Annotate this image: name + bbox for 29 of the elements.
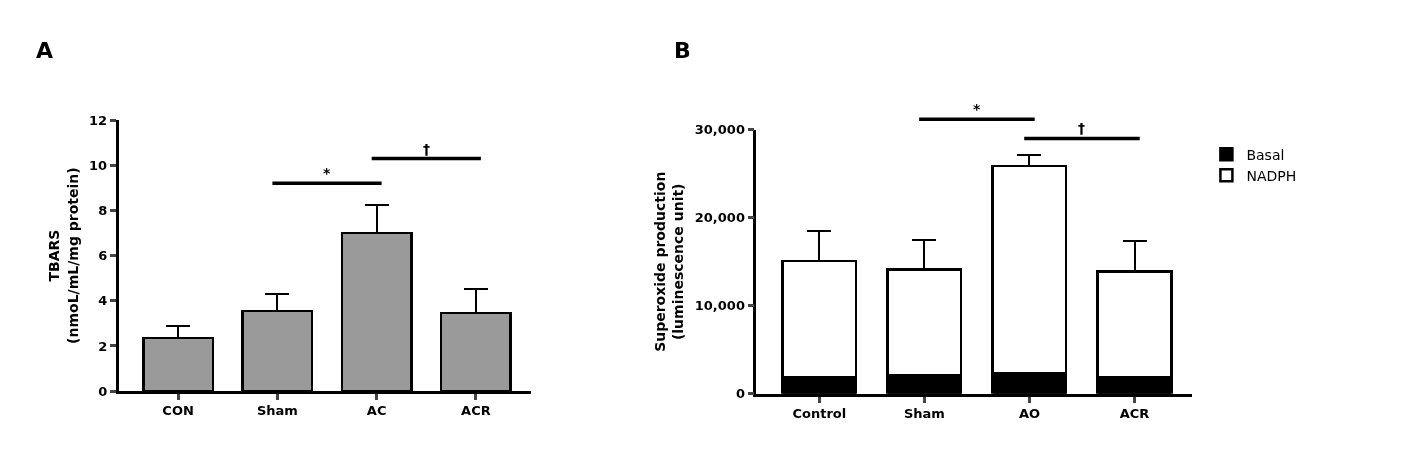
y-tick-label: 10,000: [694, 298, 745, 314]
chart-title: A: [36, 38, 54, 63]
x-tick-label: ACR: [1119, 406, 1150, 422]
x-tick-label: Sham: [256, 403, 298, 419]
y-tick-label: 30,000: [694, 122, 745, 138]
annotation: †: [423, 141, 430, 157]
y-axis-title: TBARS (nmoL/mL/mg protein): [46, 167, 81, 344]
x-tick-label: Control: [792, 406, 847, 422]
x-tick-label: Sham: [903, 406, 945, 422]
x-tick-label: AC: [366, 403, 387, 419]
y-tick-label: 0: [735, 386, 745, 402]
y-tick-label: 20,000: [694, 210, 745, 226]
legend-label: NADPH: [1246, 167, 1297, 184]
annotation: *: [323, 165, 331, 181]
y-tick-label: 10: [89, 157, 108, 173]
y-axis-title: Superoxide production (luminescence unit): [652, 171, 687, 352]
y-tick-label: 4: [98, 293, 108, 309]
y-tick-label: 6: [98, 248, 108, 264]
annotation: †: [1078, 120, 1085, 136]
chart-title: B: [674, 38, 691, 63]
y-tick-label: 2: [98, 338, 108, 354]
legend-label: Basal: [1246, 146, 1285, 163]
text: *: [973, 101, 981, 117]
x-tick-label: CON: [162, 403, 194, 419]
y-tick-label: 12: [89, 112, 108, 128]
y-tick-label: 0: [98, 383, 108, 399]
y-tick-label: 8: [98, 202, 108, 218]
x-tick-label: AO: [1018, 406, 1041, 422]
x-tick-label: ACR: [461, 403, 491, 419]
